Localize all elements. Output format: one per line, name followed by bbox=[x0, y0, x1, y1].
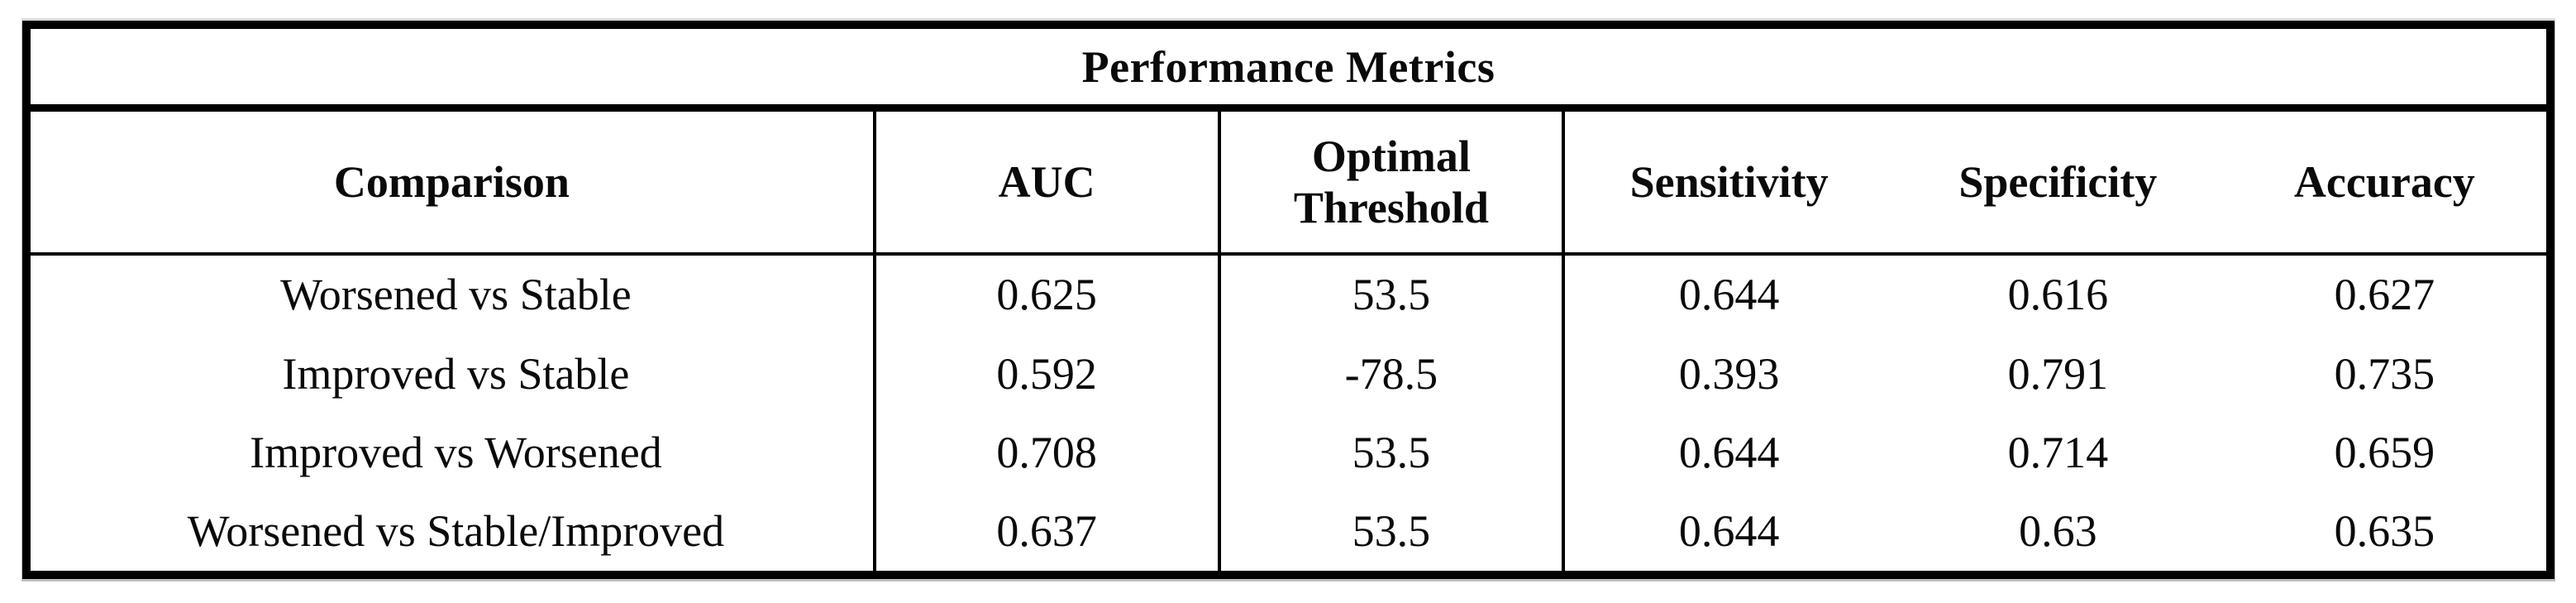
table-row: Improved vs Stable 0.592 -78.5 0.393 0.7… bbox=[26, 334, 2550, 414]
cell-auc: 0.708 bbox=[874, 413, 1221, 492]
cell-specificity: 0.791 bbox=[2007, 348, 2109, 399]
cell-accuracy: 0.659 bbox=[2334, 427, 2435, 477]
cell-specificity: 0.616 bbox=[2007, 270, 2109, 320]
column-header-sensitivity: Sensitivity bbox=[1563, 108, 1893, 256]
cell-auc: 0.625 bbox=[874, 253, 1221, 335]
cell-optimal-threshold: 53.5 bbox=[1219, 253, 1566, 335]
column-header-comparison: Comparison bbox=[26, 108, 876, 256]
table-title: Performance Metrics bbox=[26, 25, 2550, 112]
performance-metrics-table: Performance Metrics Comparison AUC Optim… bbox=[22, 21, 2555, 579]
table-row: Worsened vs Stable/Improved 0.637 53.5 0… bbox=[26, 491, 2550, 575]
cell-sensitivity: 0.644 bbox=[1678, 506, 1780, 557]
cell-comparison: Worsened vs Stable/Improved bbox=[26, 491, 876, 575]
cell-optimal-threshold: 53.5 bbox=[1219, 413, 1566, 492]
table-header-row: Comparison AUC Optimal Threshold Sensiti… bbox=[26, 108, 2550, 256]
cell-auc: 0.637 bbox=[874, 491, 1221, 575]
cell-comparison: Worsened vs Stable bbox=[26, 253, 876, 335]
column-header-optimal-threshold: Optimal Threshold bbox=[1219, 108, 1566, 256]
cell-auc: 0.592 bbox=[874, 334, 1221, 414]
cell-specificity: 0.63 bbox=[2019, 506, 2097, 557]
column-header-auc: AUC bbox=[874, 108, 1221, 256]
cell-comparison: Improved vs Stable bbox=[26, 334, 876, 414]
table-row: Improved vs Worsened 0.708 53.5 0.644 0.… bbox=[26, 413, 2550, 492]
column-header-specificity: Specificity bbox=[1892, 108, 2223, 256]
cell-sensitivity: 0.644 bbox=[1678, 270, 1780, 320]
table-title-row: Performance Metrics bbox=[26, 25, 2550, 112]
cell-optimal-threshold: 53.5 bbox=[1219, 491, 1566, 575]
cell-sensitivity: 0.644 bbox=[1678, 427, 1780, 477]
column-header-accuracy: Accuracy bbox=[2222, 108, 2550, 256]
cell-accuracy: 0.635 bbox=[2334, 506, 2435, 557]
cell-optimal-threshold: -78.5 bbox=[1219, 334, 1566, 414]
table-row: Worsened vs Stable 0.625 53.5 0.644 0.61… bbox=[26, 253, 2550, 335]
cell-accuracy: 0.735 bbox=[2334, 348, 2435, 399]
cell-accuracy: 0.627 bbox=[2334, 270, 2435, 320]
cell-comparison: Improved vs Worsened bbox=[26, 413, 876, 492]
performance-metrics-table-wrap: Performance Metrics Comparison AUC Optim… bbox=[22, 21, 2555, 579]
cell-sensitivity: 0.393 bbox=[1678, 348, 1780, 399]
cell-specificity: 0.714 bbox=[2007, 427, 2109, 477]
